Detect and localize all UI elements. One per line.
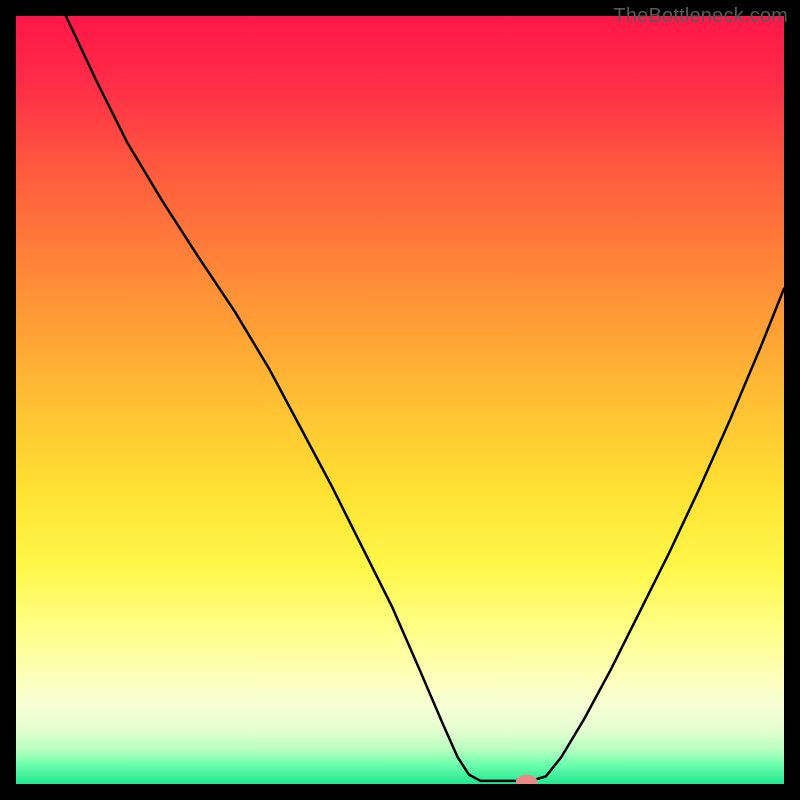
watermark-label: TheBottleneck.com <box>613 5 788 28</box>
chart-frame: TheBottleneck.com <box>0 0 800 800</box>
plot-background <box>16 16 784 784</box>
bottleneck-chart <box>0 0 800 800</box>
